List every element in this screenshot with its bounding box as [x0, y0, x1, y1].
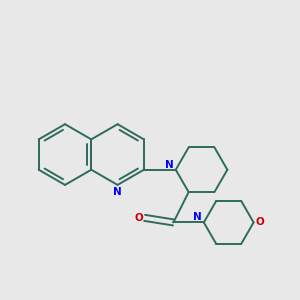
Text: O: O — [256, 218, 265, 227]
Text: N: N — [194, 212, 202, 222]
Text: O: O — [135, 213, 143, 223]
Text: N: N — [165, 160, 174, 170]
Text: N: N — [113, 187, 122, 196]
